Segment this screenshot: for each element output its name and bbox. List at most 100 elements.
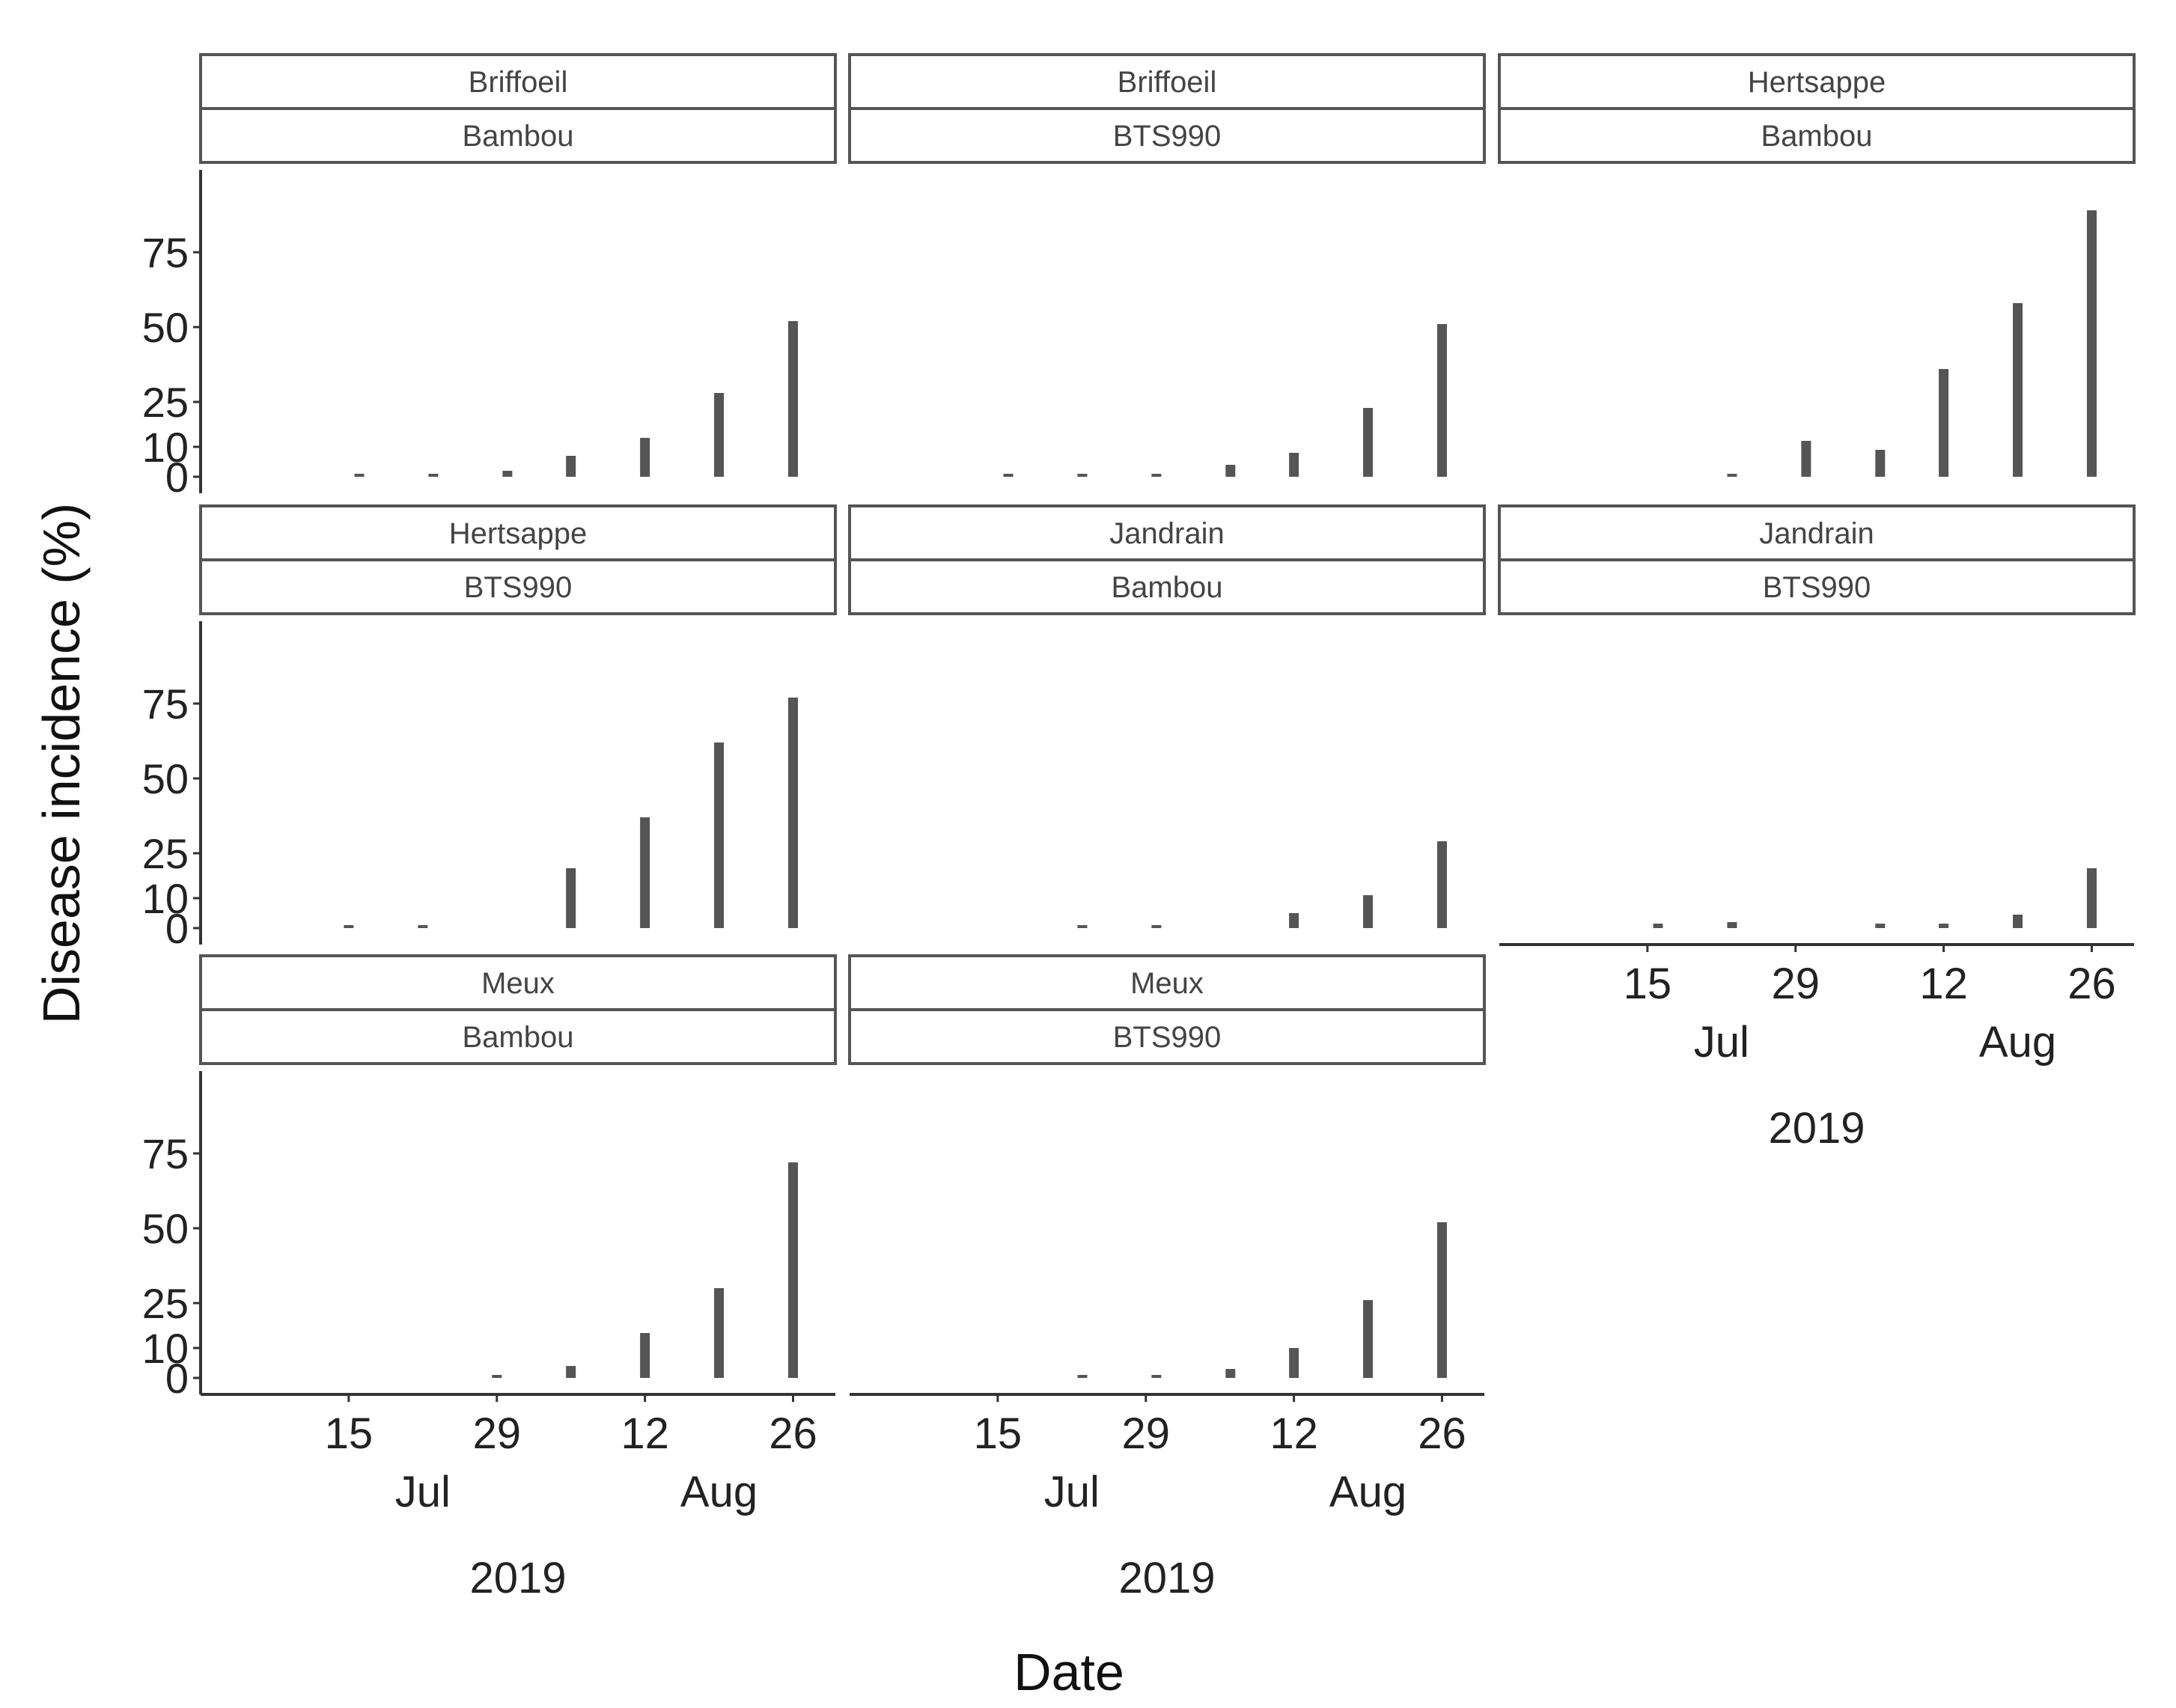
x-month-label: Jul [395, 1468, 451, 1516]
bar [418, 925, 428, 928]
bar [566, 456, 576, 477]
bar [1436, 324, 1447, 477]
bar [1289, 453, 1299, 477]
facet-strip-variety [848, 107, 1486, 164]
bar [787, 321, 798, 477]
facet-strip-site-label: Briffoeil [469, 66, 568, 99]
bar [1436, 1222, 1447, 1378]
x-month-label: Jul [1044, 1468, 1100, 1516]
x-year-label: 2019 [1768, 1104, 1865, 1153]
facet-strip-site-label: Jandrain [1759, 517, 1874, 550]
x-tick-label: 29 [1121, 1409, 1170, 1458]
x-month-label: Jul [1694, 1018, 1749, 1067]
bar [787, 698, 798, 928]
y-tick-label: 10 [142, 1325, 189, 1372]
bar [492, 1375, 502, 1378]
bar [1077, 1375, 1088, 1378]
bar [344, 925, 354, 928]
bar [640, 438, 650, 477]
bar [2086, 210, 2097, 477]
y-tick-label: 0 [165, 905, 189, 952]
facet-strip-variety [848, 558, 1486, 615]
y-axis-title: Disease incidence (%) [32, 503, 91, 1024]
bar [714, 1288, 725, 1378]
y-tick-label: 50 [142, 755, 189, 802]
bar [1939, 369, 1949, 477]
y-tick-label: 10 [142, 424, 189, 471]
y-tick-label: 75 [142, 1130, 189, 1177]
facet-strip-site [199, 53, 837, 110]
x-tick-label: 15 [1624, 960, 1672, 1008]
facet-strip-site-label: Hertsappe [1748, 66, 1886, 99]
bar [1151, 1375, 1162, 1378]
facet-strip-variety [1498, 107, 2136, 164]
facet-strip-site-label: Meux [481, 967, 555, 1000]
bar [1151, 474, 1162, 477]
x-month-label: Aug [1329, 1468, 1407, 1516]
facet-strip-site [199, 504, 837, 561]
bar [1939, 924, 1949, 928]
bar [1077, 925, 1088, 928]
y-tick-label: 25 [142, 830, 189, 877]
bar [1225, 1369, 1236, 1378]
facet-strip-variety [1498, 558, 2136, 615]
x-month-label: Aug [1979, 1018, 2056, 1067]
bar [1225, 465, 1236, 477]
x-tick-label: 26 [769, 1409, 817, 1458]
bar [640, 1333, 650, 1378]
bar [787, 1162, 798, 1378]
bar [1363, 408, 1374, 477]
bar [1151, 925, 1162, 928]
facet-strip-variety-label: Bambou [1112, 571, 1223, 604]
bar [1003, 474, 1014, 477]
bar [502, 471, 513, 477]
bar [2013, 915, 2023, 928]
x-axis-title: Date [1014, 1643, 1124, 1701]
bar [1363, 895, 1374, 928]
bar [1653, 924, 1663, 928]
x-tick-label: 15 [325, 1409, 374, 1458]
facet-panel: Hertsappe Bambou [1498, 53, 2136, 477]
facet-panel: Jandrain Bambou [848, 504, 1486, 928]
bar [1289, 1348, 1299, 1378]
x-tick-label: 29 [472, 1409, 521, 1458]
bar [1875, 924, 1886, 928]
x-tick-label: 12 [1919, 960, 1968, 1008]
facet-strip-site-label: Meux [1130, 967, 1204, 1000]
bar [2086, 868, 2097, 928]
facet-strip-variety-label: Bambou [463, 1021, 574, 1054]
bar [640, 817, 650, 928]
facet-strip-site-label: Hertsappe [449, 517, 588, 550]
facet-strip-variety-label: BTS990 [464, 571, 573, 604]
bar [566, 1366, 576, 1378]
bar [1727, 922, 1737, 928]
facet-panel: Briffoeil BTS990 [848, 53, 1486, 477]
bar [566, 868, 576, 928]
facet-strip-variety-label: Bambou [463, 120, 574, 153]
y-tick-label: 0 [165, 1355, 189, 1402]
y-tick-label: 75 [142, 229, 189, 276]
x-year-label: 2019 [469, 1554, 566, 1602]
bar [714, 393, 725, 477]
x-tick-label: 15 [974, 1409, 1023, 1458]
bar [428, 474, 439, 477]
facet-strip-variety [199, 1008, 837, 1065]
facet-strip-variety [199, 107, 837, 164]
y-tick-label: 25 [142, 379, 189, 426]
facet-strip-site-label: Briffoeil [1118, 66, 1217, 99]
bar [1436, 841, 1447, 928]
facet-strip-variety-label: Bambou [1761, 120, 1873, 153]
facet-strip-variety-label: BTS990 [1113, 1021, 1222, 1054]
facet-strip-variety-label: BTS990 [1763, 571, 1871, 604]
bar [354, 474, 365, 477]
facet-panel: Jandrain BTS990 15 29 12 26 Jul Aug 2019 [1498, 504, 2136, 1153]
facet-strip-site-label: Jandrain [1109, 517, 1224, 550]
x-tick-label: 26 [2067, 960, 2116, 1008]
y-tick-label: 75 [142, 680, 189, 728]
x-tick-label: 12 [621, 1409, 669, 1458]
y-tick-label: 25 [142, 1280, 189, 1327]
y-tick-label: 10 [142, 875, 189, 922]
